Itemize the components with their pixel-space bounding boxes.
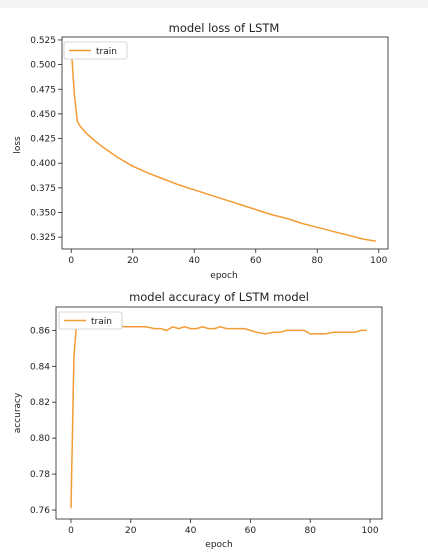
loss-y-tick-label: 0.525 xyxy=(30,36,56,46)
loss-y-tick-label: 0.500 xyxy=(30,61,56,71)
accuracy-y-tick-label: 0.76 xyxy=(30,506,50,516)
accuracy-x-tick-label: 40 xyxy=(185,526,197,536)
loss-legend-box xyxy=(63,41,128,60)
accuracy-x-axis-label: epoch xyxy=(205,540,232,550)
accuracy-legend-box xyxy=(58,311,123,330)
accuracy-legend: train xyxy=(58,311,123,330)
accuracy-x-tick-label: 100 xyxy=(361,526,378,536)
loss-y-ticks: 0.325 0.350 0.375 0.400 0.425 0.450 0.475 0.500… xyxy=(30,36,62,243)
loss-x-tick-label: 0 xyxy=(68,256,74,266)
loss-x-tick-label: 100 xyxy=(370,256,387,266)
loss-legend-label: train xyxy=(96,47,117,57)
loss-plot-area xyxy=(61,36,389,250)
accuracy-x-tick-label: 80 xyxy=(304,526,316,536)
loss-y-tick-label: 0.325 xyxy=(30,233,56,243)
loss-legend: train xyxy=(63,41,128,60)
accuracy-legend-label: train xyxy=(91,317,112,327)
accuracy-x-ticks: 0 20 40 60 80 100 xyxy=(68,519,379,536)
loss-y-tick-label: 0.400 xyxy=(30,159,56,169)
accuracy-y-tick-label: 0.86 xyxy=(30,326,50,336)
accuracy-plot-area xyxy=(55,306,383,520)
loss-x-tick-label: 60 xyxy=(250,256,262,266)
loss-x-ticks: 0 20 40 60 80 100 xyxy=(68,249,388,266)
accuracy-chart-title: model accuracy of LSTM model xyxy=(129,290,309,304)
loss-x-tick-label: 20 xyxy=(127,256,139,266)
loss-x-axis-label: epoch xyxy=(210,271,237,281)
loss-y-tick-label: 0.350 xyxy=(30,209,56,219)
accuracy-y-tick-label: 0.78 xyxy=(30,470,50,480)
accuracy-y-tick-label: 0.84 xyxy=(30,362,50,372)
loss-x-tick-label: 40 xyxy=(189,256,201,266)
loss-y-tick-label: 0.375 xyxy=(30,184,56,194)
loss-x-tick-label: 80 xyxy=(312,256,324,266)
accuracy-y-tick-label: 0.80 xyxy=(30,434,50,444)
accuracy-y-ticks: 0.76 0.78 0.80 0.82 0.84 0.86 xyxy=(30,326,56,516)
top-strip xyxy=(0,0,428,8)
accuracy-y-tick-label: 0.82 xyxy=(30,398,50,408)
loss-y-tick-label: 0.425 xyxy=(30,135,56,145)
loss-y-axis-label: loss xyxy=(13,136,23,154)
accuracy-y-axis-label: accuracy xyxy=(13,392,23,433)
loss-chart-title: model loss of LSTM xyxy=(169,21,280,35)
loss-chart: model loss of LSTM 0 20 40 60 80 100 0.3250.3… xyxy=(13,21,389,281)
accuracy-chart: model accuracy of LSTM model 0 20 40 60 80 10… xyxy=(13,290,383,550)
loss-y-tick-label: 0.475 xyxy=(30,85,56,95)
loss-train-line xyxy=(70,46,376,242)
loss-y-tick-label: 0.450 xyxy=(30,110,56,120)
accuracy-x-tick-label: 60 xyxy=(245,526,257,536)
accuracy-x-tick-label: 20 xyxy=(125,526,137,536)
accuracy-x-tick-label: 0 xyxy=(68,526,74,536)
accuracy-train-line xyxy=(70,317,367,509)
